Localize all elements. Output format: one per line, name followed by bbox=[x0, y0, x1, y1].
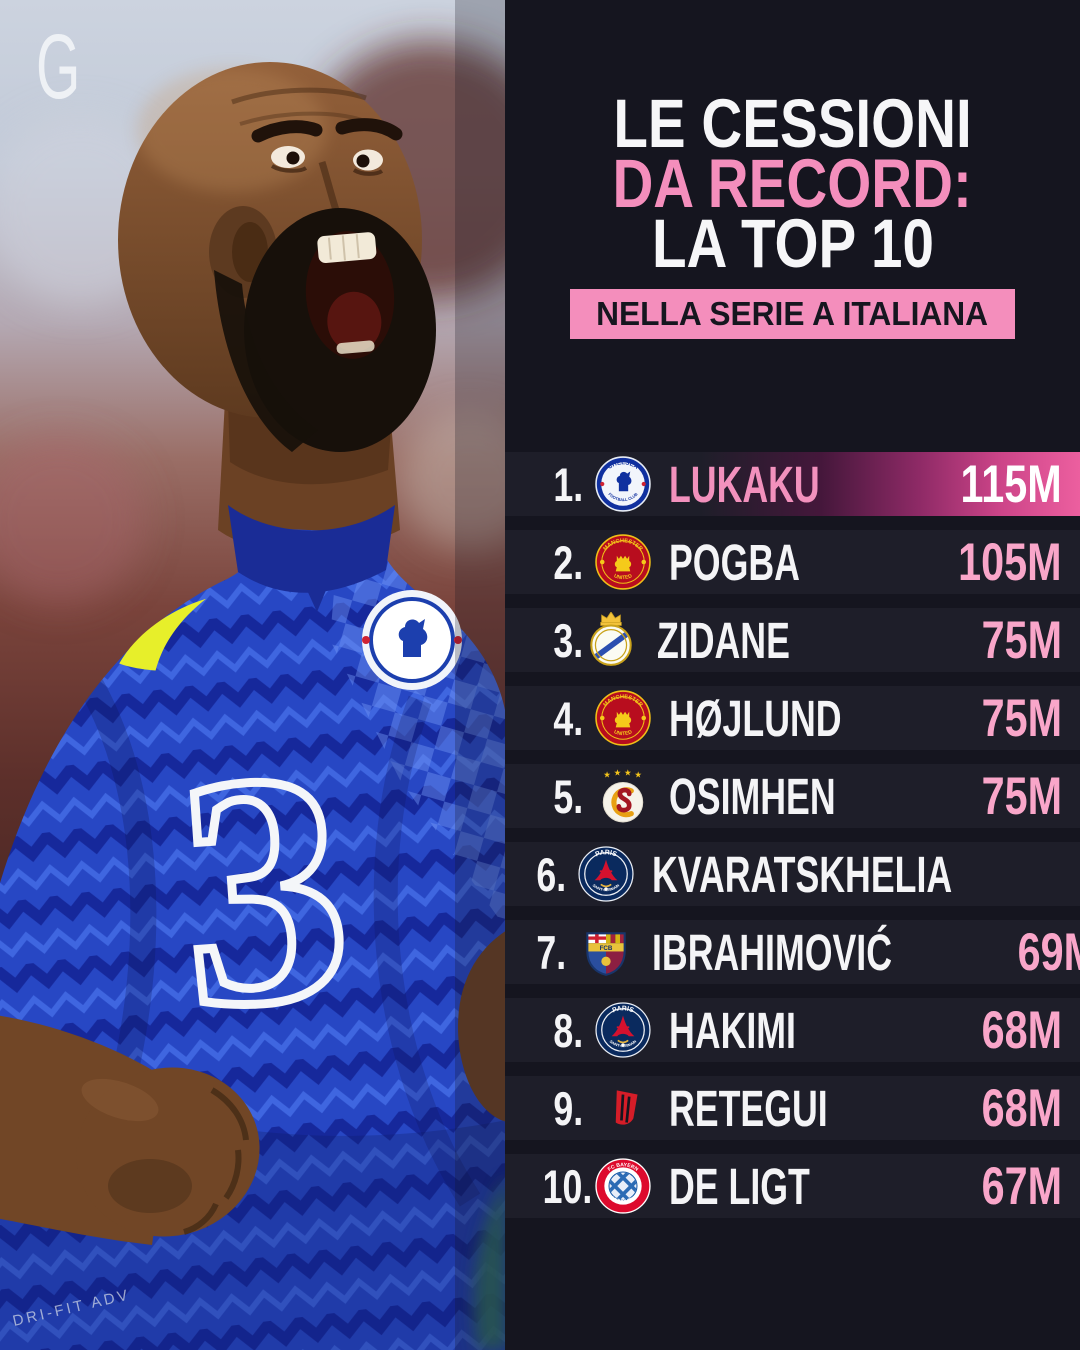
brand-logo: G bbox=[36, 16, 80, 118]
ranking-row-10: 10. FC BAYERN MÜNCHEN bbox=[505, 1154, 1080, 1218]
svg-text:UNITED: UNITED bbox=[613, 573, 633, 581]
svg-text:PARIS: PARIS bbox=[595, 849, 619, 858]
ranking-row-4: 4. MANCHESTER UNITED HØJLUND 75M bbox=[505, 686, 1080, 750]
ranking-row-7: 7. FCB bbox=[505, 920, 1080, 984]
player-photo-illustration: 3 DRI-FIT ADV bbox=[0, 0, 505, 1350]
ranking-row-5: 5. ★ ★ ★ ★ OSIMHEN 75M bbox=[505, 764, 1080, 828]
player-name: POGBA bbox=[669, 533, 800, 591]
brand-logo-letter: G bbox=[36, 16, 80, 118]
player-photo: 3 DRI-FIT ADV bbox=[0, 0, 505, 1350]
ranking-row-8: 8. PARIS SAINT-GERMAIN HAKIMI 68M bbox=[505, 998, 1080, 1062]
svg-text:UNITED: UNITED bbox=[613, 729, 633, 737]
transfer-fee: 68M bbox=[981, 1000, 1062, 1060]
svg-text:FC BAYERN: FC BAYERN bbox=[607, 1162, 639, 1173]
player-name: HØJLUND bbox=[669, 689, 842, 747]
transfer-fee: 75M bbox=[981, 766, 1062, 826]
player-name: LUKAKU bbox=[669, 455, 820, 513]
title-line-1: LE CESSIONI bbox=[613, 85, 972, 162]
bayern-munich-badge-icon: FC BAYERN MÜNCHEN bbox=[595, 1158, 651, 1214]
title-block: LE CESSIONI DA RECORD: LA TOP 10 NELLA S… bbox=[505, 85, 1080, 339]
photo-edge-fade bbox=[455, 0, 505, 1350]
barcelona-badge-icon: FCB bbox=[578, 924, 634, 980]
chelsea-badge-icon: CHELSEA FOOTBALL CLUB bbox=[595, 456, 651, 512]
player-name: RETEGUI bbox=[669, 1079, 828, 1137]
transfer-fee: 105M bbox=[958, 532, 1062, 592]
rank-number: 4. bbox=[553, 691, 583, 745]
psg-badge-icon: PARIS SAINT-GERMAIN bbox=[578, 846, 634, 902]
transfer-fee: 69M bbox=[1017, 922, 1080, 982]
player-fist bbox=[0, 1015, 260, 1245]
collar-v-notch bbox=[296, 566, 336, 612]
jersey-collar bbox=[228, 505, 395, 593]
manchester-united-badge-icon: MANCHESTER UNITED bbox=[595, 690, 651, 746]
title-line-3: LA TOP 10 bbox=[651, 205, 934, 282]
ranking-panel: LE CESSIONI DA RECORD: LA TOP 10 NELLA S… bbox=[505, 0, 1080, 1350]
svg-text:CHELSEA: CHELSEA bbox=[606, 459, 640, 471]
ranking-list: 1. CHELSEA FOOTBALL CLUB LUKAKU 115M 2 bbox=[505, 452, 1080, 1232]
rank-number: 1. bbox=[553, 457, 583, 511]
rank-number: 3. bbox=[553, 613, 583, 667]
svg-text:★: ★ bbox=[634, 769, 641, 779]
manchester-united-badge-icon: MANCHESTER UNITED bbox=[595, 534, 651, 590]
player-name: IBRAHIMOVIĆ bbox=[652, 923, 893, 981]
svg-text:MÜNCHEN: MÜNCHEN bbox=[610, 1195, 637, 1205]
transfer-fee: 68M bbox=[981, 1078, 1062, 1138]
three-sponsor-logo: 3 bbox=[169, 702, 359, 1078]
svg-text:★: ★ bbox=[603, 769, 610, 779]
real-madrid-badge-icon bbox=[583, 612, 639, 668]
svg-text:★: ★ bbox=[614, 768, 621, 777]
player-name: KVARATSKHELIA bbox=[652, 845, 953, 903]
galatasaray-badge-icon: ★ ★ ★ ★ bbox=[595, 768, 651, 824]
psg-badge-icon: PARIS SAINT-GERMAIN bbox=[595, 1002, 651, 1058]
svg-text:PARIS: PARIS bbox=[611, 1005, 635, 1014]
ranking-row-3: 3. ZIDANE 75M bbox=[505, 608, 1080, 672]
right-arm bbox=[458, 931, 505, 1122]
transfer-fee: 75M bbox=[981, 688, 1062, 748]
rank-number: 5. bbox=[553, 769, 583, 823]
svg-text:★: ★ bbox=[624, 768, 631, 777]
rank-number: 7. bbox=[536, 925, 567, 979]
subtitle-banner: NELLA SERIE A ITALIANA bbox=[570, 289, 1015, 339]
chest-crest-icon bbox=[362, 590, 462, 690]
rank-number: 10. bbox=[542, 1159, 593, 1213]
transfer-fee: 67M bbox=[981, 1156, 1062, 1216]
player-name: HAKIMI bbox=[669, 1001, 796, 1059]
ranking-row-1: 1. CHELSEA FOOTBALL CLUB LUKAKU 115M bbox=[505, 452, 1080, 516]
rank-number: 8. bbox=[553, 1003, 583, 1057]
pitch-corner bbox=[474, 1178, 505, 1350]
title-line-2: DA RECORD: bbox=[612, 145, 973, 222]
rank-number: 2. bbox=[553, 535, 583, 589]
ranking-row-9: 9. RETEGUI 68M bbox=[505, 1076, 1080, 1140]
transfer-fee: 115M bbox=[960, 454, 1062, 514]
swoosh-icon bbox=[119, 598, 207, 671]
player-head bbox=[118, 62, 436, 452]
player-name: DE LIGT bbox=[669, 1157, 810, 1215]
player-name: OSIMHEN bbox=[669, 767, 836, 825]
al-qadsiah-badge-icon bbox=[595, 1080, 651, 1136]
transfer-fee: 75M bbox=[981, 610, 1062, 670]
rank-number: 6. bbox=[536, 847, 567, 901]
svg-text:FCB: FCB bbox=[600, 945, 613, 952]
ranking-row-2: 2. MANCHESTER UNITED POGBA 105M bbox=[505, 530, 1080, 594]
player-name: ZIDANE bbox=[657, 611, 790, 669]
rank-number: 9. bbox=[553, 1081, 583, 1135]
ranking-row-6: 6. PARIS SAINT-GERMAIN KVARATSKHELIA 70M bbox=[505, 842, 1080, 906]
